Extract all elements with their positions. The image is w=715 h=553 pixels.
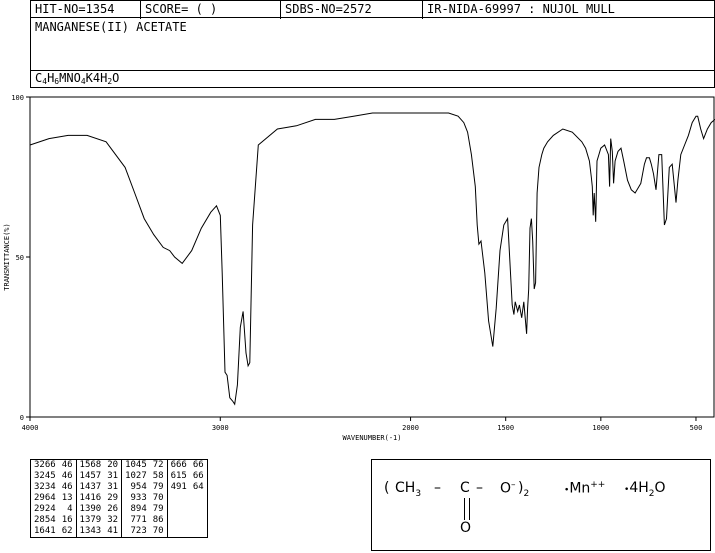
structure-manganese: •Mn++ bbox=[564, 480, 606, 497]
peak-wavenumber: 3234 bbox=[34, 482, 56, 492]
structure-close-paren: )2 bbox=[518, 480, 530, 499]
peak-wavenumber: 3245 bbox=[34, 471, 56, 481]
peak-wavenumber: 1343 bbox=[75, 526, 105, 538]
y-tick-label: 100 bbox=[11, 94, 24, 102]
peak-row: 3234 46 1437 31 954 79 491 64 bbox=[31, 482, 208, 493]
peak-row: 2964 13 1416 29 933 70 bbox=[31, 493, 208, 504]
peak-transmittance: 31 bbox=[107, 471, 119, 481]
peak-transmittance: 4 bbox=[67, 504, 73, 514]
x-tick-label: 4000 bbox=[22, 424, 39, 432]
structure-oxygen: O– bbox=[500, 480, 516, 497]
peak-transmittance bbox=[190, 493, 207, 504]
peak-wavenumber: 1641 bbox=[34, 526, 56, 536]
peak-wavenumber bbox=[166, 504, 190, 515]
peak-transmittance: 70 bbox=[152, 526, 164, 536]
peak-transmittance: 79 bbox=[152, 482, 164, 492]
peak-transmittance: 13 bbox=[61, 493, 73, 503]
ir-nida-label: IR-NIDA-69997 : NUJOL MULL bbox=[427, 2, 615, 16]
peak-wavenumber: 491 bbox=[166, 482, 190, 493]
x-tick-label: 1500 bbox=[497, 424, 514, 432]
peak-transmittance: 70 bbox=[152, 493, 164, 503]
peak-wavenumber: 615 bbox=[166, 471, 190, 482]
peak-transmittance: 79 bbox=[152, 504, 164, 514]
peak-wavenumber bbox=[166, 515, 190, 526]
structure-bond-2: – bbox=[476, 480, 483, 496]
formula-divider bbox=[31, 70, 714, 71]
structure-bond-1: – bbox=[434, 480, 441, 496]
peak-transmittance: 29 bbox=[107, 493, 119, 503]
peak-transmittance: 41 bbox=[107, 526, 119, 536]
peak-wavenumber: 1568 bbox=[75, 459, 105, 471]
peak-wavenumber: 954 bbox=[121, 482, 150, 493]
peak-wavenumber: 2854 bbox=[34, 515, 56, 525]
peak-wavenumber: 2964 bbox=[34, 493, 56, 503]
peak-transmittance: 62 bbox=[61, 526, 73, 536]
peak-wavenumber: 933 bbox=[121, 493, 150, 504]
peak-row: 3266 46 1568 20 1045 72 666 66 bbox=[31, 459, 208, 471]
peak-wavenumber bbox=[166, 493, 190, 504]
ir-spectrum-chart: 4000 3000 2000 1500 1000 500 0 50 100 WAVENUMBER(… bbox=[3, 94, 715, 442]
peak-transmittance: 31 bbox=[107, 482, 119, 492]
peak-wavenumber: 3266 bbox=[34, 460, 56, 470]
structure-carbonyl-oxygen: O bbox=[460, 520, 472, 536]
peak-table: 3266 46 1568 20 1045 72 666 66 3245 46 1457 31 1027 5… bbox=[30, 459, 208, 538]
peak-wavenumber bbox=[166, 526, 190, 538]
peak-wavenumber: 894 bbox=[121, 504, 150, 515]
peak-wavenumber: 771 bbox=[121, 515, 150, 526]
sdbs-number: SDBS-NO=2572 bbox=[281, 1, 423, 19]
peak-wavenumber: 1027 bbox=[121, 471, 150, 482]
peak-wavenumber: 666 bbox=[166, 459, 190, 471]
peak-transmittance: 16 bbox=[61, 515, 73, 525]
peak-wavenumber: 1457 bbox=[75, 471, 105, 482]
y-tick-label: 50 bbox=[16, 254, 24, 262]
peak-transmittance: 66 bbox=[192, 460, 204, 470]
x-tick-label: 500 bbox=[690, 424, 703, 432]
peak-transmittance bbox=[190, 526, 207, 538]
structure-open-paren: ( bbox=[384, 480, 390, 496]
peak-row: 3245 46 1457 31 1027 58 615 66 bbox=[31, 471, 208, 482]
peak-transmittance: 72 bbox=[152, 460, 164, 470]
hit-number: HIT-NO=1354 bbox=[31, 1, 141, 19]
y-axis-title: TRANSMITTANCE(%) bbox=[3, 223, 11, 290]
structure-methyl: CH3 bbox=[395, 480, 422, 499]
peak-transmittance: 46 bbox=[61, 482, 73, 492]
peak-transmittance bbox=[190, 515, 207, 526]
peak-transmittance: 32 bbox=[107, 515, 119, 525]
peak-wavenumber: 723 bbox=[121, 526, 150, 538]
peak-row: 2854 16 1379 32 771 86 bbox=[31, 515, 208, 526]
peak-row: 2924 4 1390 26 894 79 bbox=[31, 504, 208, 515]
peak-transmittance: 46 bbox=[61, 460, 73, 470]
score-field: SCORE= ( ) bbox=[141, 1, 281, 19]
peak-transmittance: 20 bbox=[107, 460, 119, 470]
peak-transmittance: 64 bbox=[192, 482, 204, 492]
x-tick-label: 3000 bbox=[212, 424, 229, 432]
y-tick-label: 0 bbox=[20, 414, 24, 422]
compound-name: MANGANESE(II) ACETATE bbox=[35, 20, 187, 34]
structure-double-bond bbox=[464, 498, 470, 520]
peak-row: 1641 62 1343 41 723 70 bbox=[31, 526, 208, 538]
compound-info-box: MANGANESE(II) ACETATE C4H6MNO4K4H2O bbox=[30, 17, 715, 88]
peak-transmittance: 66 bbox=[192, 471, 204, 481]
peak-wavenumber: 1045 bbox=[121, 459, 150, 471]
structure-diagram: ( CH3 – C – O– )2 O •Mn++ •4H2O bbox=[371, 459, 711, 551]
x-tick-label: 1000 bbox=[592, 424, 609, 432]
x-tick-label: 2000 bbox=[402, 424, 419, 432]
peak-wavenumber: 1390 bbox=[75, 504, 105, 515]
peak-transmittance: 26 bbox=[107, 504, 119, 514]
peak-wavenumber: 2924 bbox=[34, 504, 56, 514]
peak-transmittance: 46 bbox=[61, 471, 73, 481]
spectrum-line bbox=[29, 112, 715, 406]
peak-transmittance: 86 bbox=[152, 515, 164, 525]
peak-wavenumber: 1416 bbox=[75, 493, 105, 504]
peak-transmittance: 58 bbox=[152, 471, 164, 481]
peak-wavenumber: 1379 bbox=[75, 515, 105, 526]
peak-transmittance bbox=[190, 504, 207, 515]
structure-carbon: C bbox=[460, 480, 470, 496]
structure-water: •4H2O bbox=[624, 480, 666, 499]
x-axis-title: WAVENUMBER(-1) bbox=[342, 434, 401, 442]
peak-wavenumber: 1437 bbox=[75, 482, 105, 493]
molecular-formula: C4H6MNO4K4H2O bbox=[35, 71, 120, 86]
